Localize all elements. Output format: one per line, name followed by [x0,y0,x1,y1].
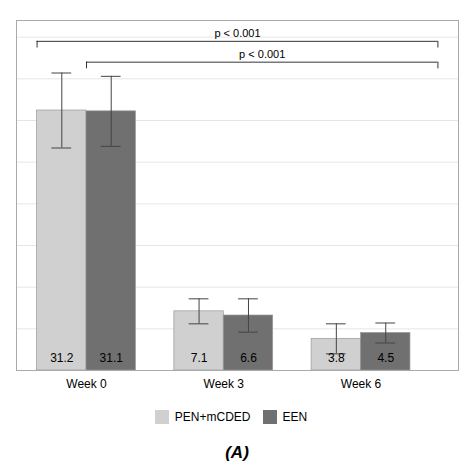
svg-text:7.1: 7.1 [191,351,208,365]
svg-text:31.1: 31.1 [100,351,124,365]
html-text:PEN+mCDED: PEN+mCDED [174,409,251,424]
svg-text:Week 0: Week 0 [66,377,107,391]
svg-text:6.6: 6.6 [240,351,257,365]
html-text:EEN: EEN [282,409,308,424]
svg-text:3.8: 3.8 [328,351,345,365]
svg-text:4.5: 4.5 [377,351,394,365]
svg-text:Week 6: Week 6 [341,377,382,391]
svg-text:Week 3: Week 3 [204,377,245,391]
svg-text:31.2: 31.2 [50,351,74,365]
html-text:(A): (A) [225,443,249,462]
svg-text:p < 0.001: p < 0.001 [239,48,285,60]
svg-text:p < 0.001: p < 0.001 [214,27,260,39]
